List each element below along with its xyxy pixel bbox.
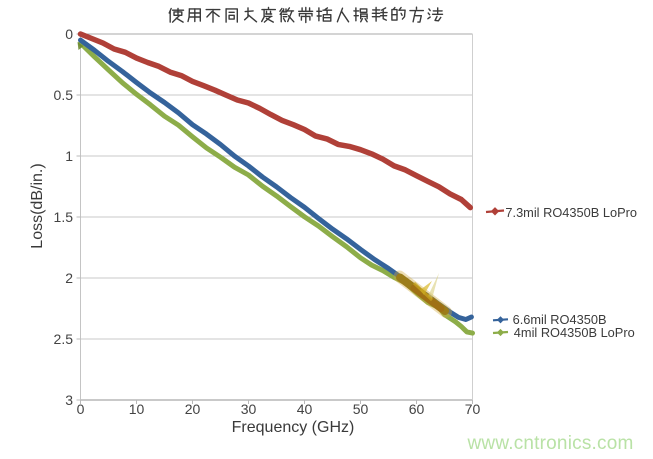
svg-text:10: 10: [129, 401, 145, 417]
svg-text:0: 0: [77, 401, 85, 417]
svg-text:1.5: 1.5: [54, 209, 74, 225]
svg-text:2.5: 2.5: [54, 331, 74, 347]
svg-text:40: 40: [297, 401, 313, 417]
svg-text:Loss(dB/in.): Loss(dB/in.): [29, 163, 46, 248]
svg-text:0: 0: [65, 26, 73, 42]
svg-text:70: 70: [465, 401, 481, 417]
svg-text:7.3mil RO4350B LoPro: 7.3mil RO4350B LoPro: [505, 205, 637, 220]
svg-text:4mil RO4350B LoPro: 4mil RO4350B LoPro: [514, 325, 635, 340]
svg-text:60: 60: [409, 401, 425, 417]
svg-text:50: 50: [353, 401, 369, 417]
svg-text:0.5: 0.5: [54, 87, 74, 103]
svg-text:2: 2: [65, 270, 73, 286]
svg-text:1: 1: [65, 148, 73, 164]
svg-text:20: 20: [185, 401, 201, 417]
svg-text:Frequency (GHz): Frequency (GHz): [232, 419, 355, 436]
svg-text:3: 3: [65, 392, 73, 408]
svg-text:www.cntronics.com: www.cntronics.com: [467, 433, 634, 454]
svg-text:30: 30: [241, 401, 257, 417]
svg-text:6.6mil RO4350B: 6.6mil RO4350B: [513, 312, 607, 327]
